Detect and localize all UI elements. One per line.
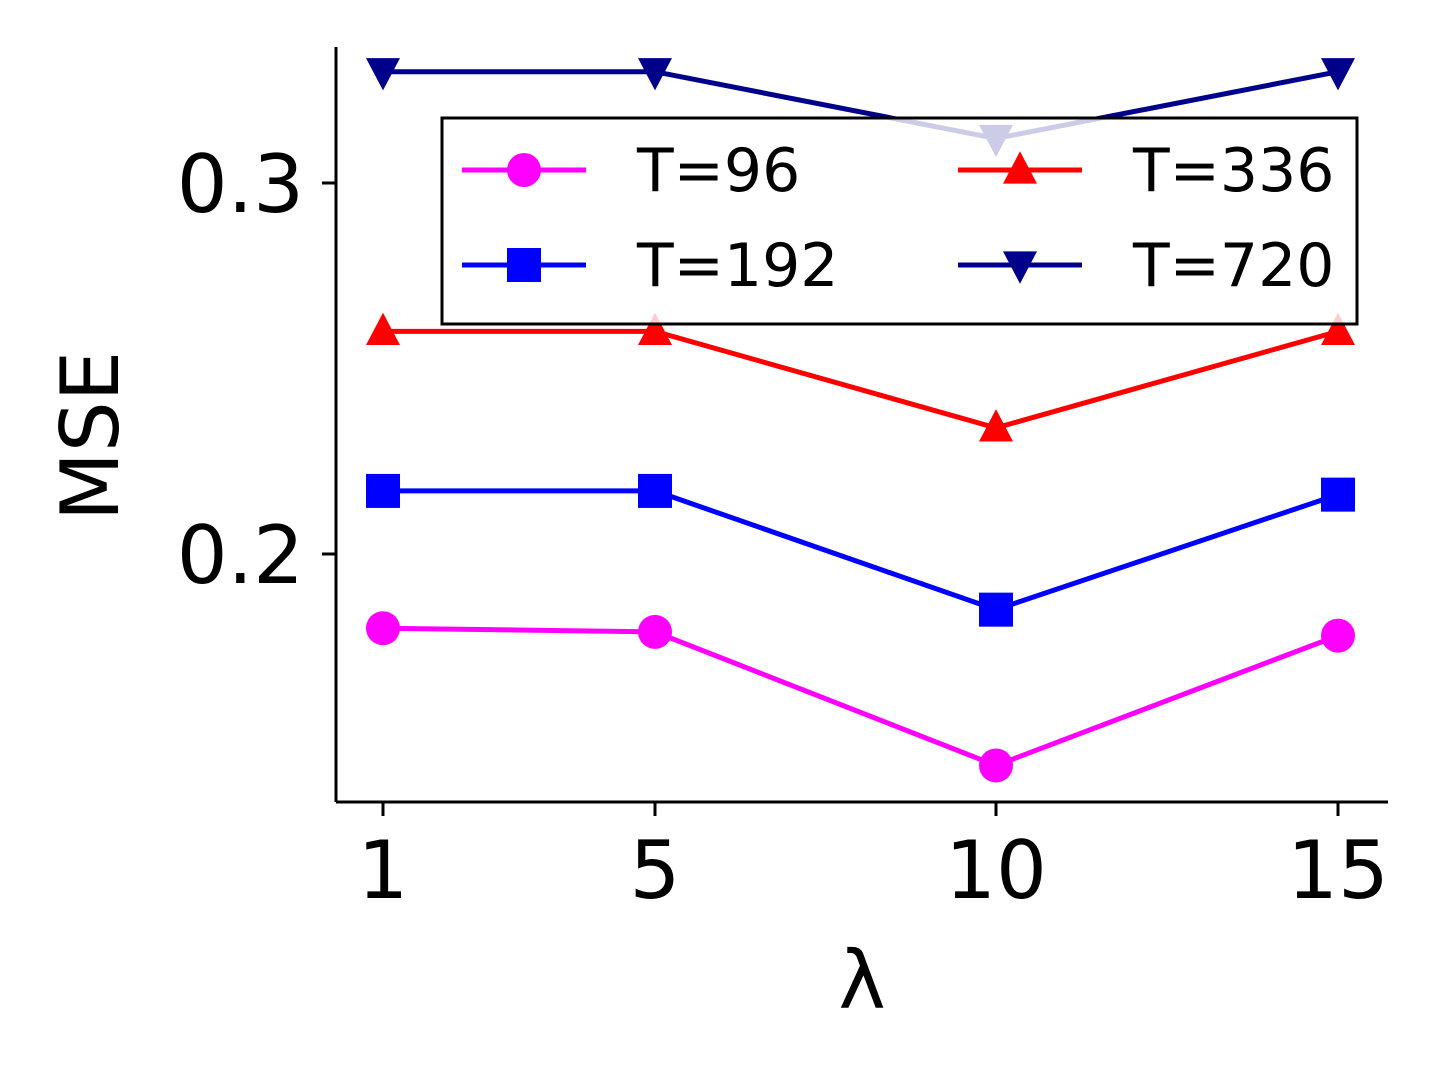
legend-box [440,116,1359,326]
ticks-layer: 1 5 10 150.20.3 [177,138,1389,917]
legend-item: T=192 [462,231,838,301]
y-tick-label: 0.2 [177,509,304,602]
legend-item: T=336 [958,136,1334,206]
data-point [979,592,1013,627]
legend-items: T=96 T=192 T=336 T=720 [462,136,1334,301]
data-point [366,473,400,508]
axes-layer [334,47,1388,804]
legend-marker [1003,251,1037,284]
data-point [638,614,672,649]
series-t-96 [366,611,1355,783]
data-point [366,312,400,345]
series-layer [366,58,1355,783]
legend-label: T=336 [1132,136,1334,206]
legend-marker [507,248,541,282]
x-tick-label: 15 [1287,824,1389,917]
y-axis-label: MSE [44,351,137,521]
x-axis-label: λ [838,934,885,1027]
legend-label: T=192 [636,231,838,301]
legend-marker [507,153,541,187]
data-point [979,748,1013,783]
series-t-336 [366,312,1355,442]
series-line [383,488,1339,613]
x-tick-label: 5 [630,824,681,917]
data-point [1321,58,1355,91]
data-point [1321,618,1355,653]
data-point [1321,312,1355,345]
legend-item: T=96 [462,136,800,206]
x-tick-label: 10 [945,824,1047,917]
x-tick-label: 1 [358,824,409,917]
data-point [366,611,400,646]
series-t-192 [366,473,1355,627]
legend-label: T=720 [1132,231,1334,301]
data-point [979,409,1013,442]
data-point [366,58,400,91]
legend-marker [1003,151,1037,184]
legend: T=96 T=192 T=336 T=720 [440,116,1359,326]
legend-label: T=96 [636,136,800,206]
data-point [638,473,672,508]
series-line [383,69,1339,142]
data-point [638,58,672,91]
legend-item: T=720 [958,231,1334,301]
data-point [1321,477,1355,512]
series-line [382,625,1339,769]
data-point [638,312,672,345]
y-tick-label: 0.3 [177,138,304,231]
series-line [383,328,1339,431]
